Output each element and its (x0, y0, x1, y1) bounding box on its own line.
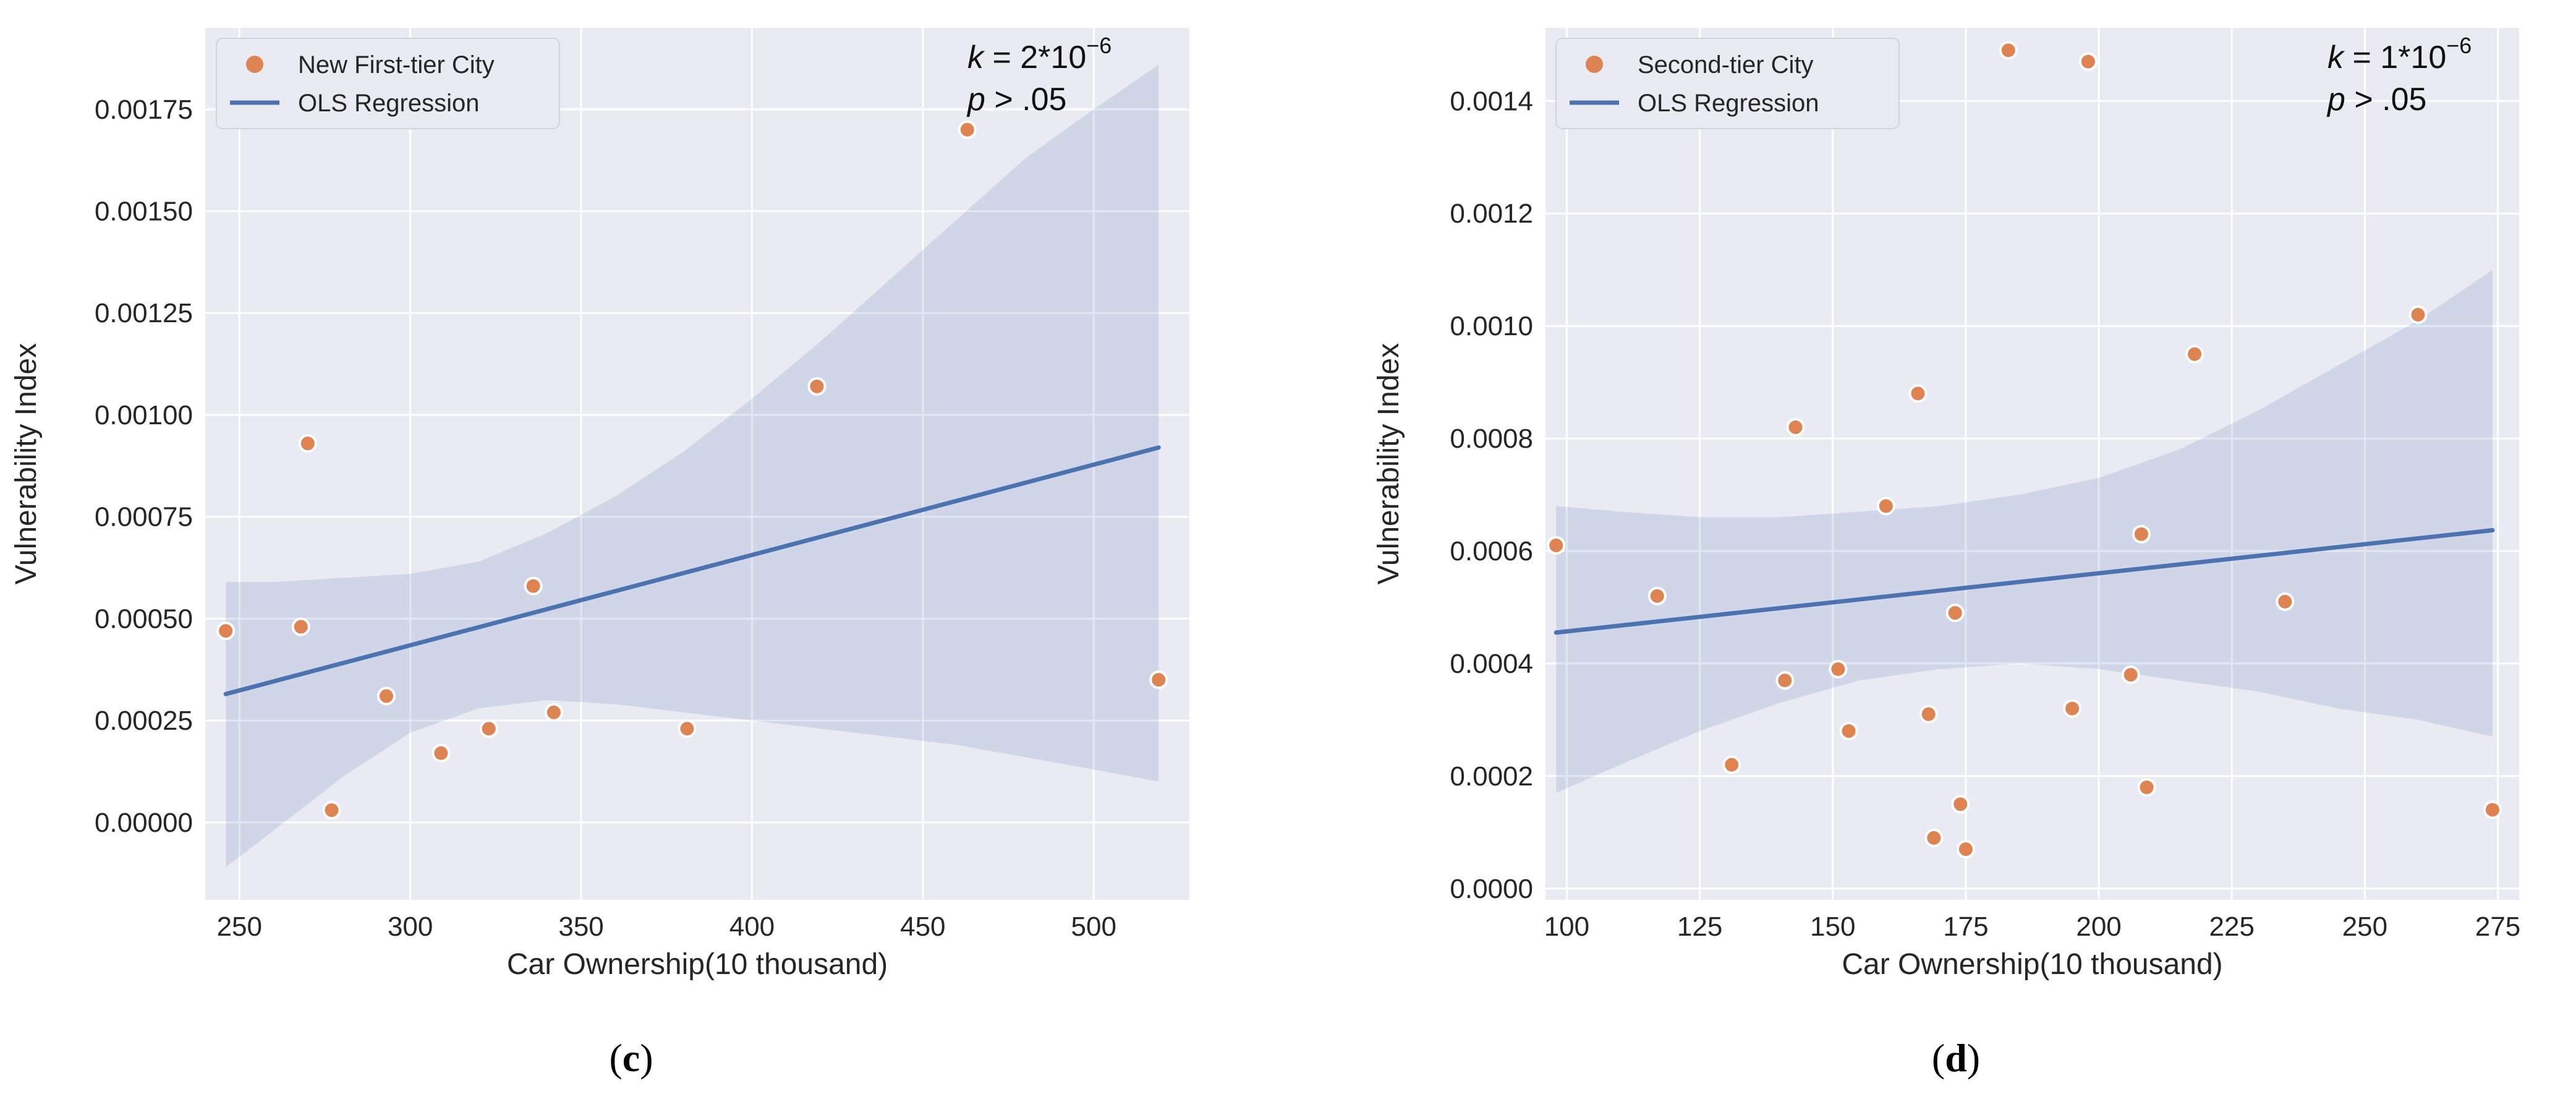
x-tick-label: 250 (217, 912, 262, 942)
data-point (2276, 592, 2295, 611)
y-tick-label: 0.00125 (95, 298, 193, 328)
x-tick-label: 200 (2076, 912, 2121, 942)
legend-marker-icon (1586, 56, 1603, 73)
y-axis-label: Vulnerability Index (10, 343, 43, 584)
legend-label: New First-tier City (298, 51, 495, 79)
data-point (216, 622, 236, 641)
x-tick-label: 225 (2209, 912, 2255, 942)
data-point (1647, 586, 1667, 605)
panel-label: (d) (1932, 1036, 1980, 1080)
plot-background (205, 28, 1189, 900)
x-axis-label: Car Ownership(10 thousand) (507, 948, 888, 981)
y-tick-label: 0.00175 (95, 95, 193, 125)
data-point (376, 686, 396, 706)
y-tick-label: 0.0012 (1450, 199, 1533, 229)
data-point (1829, 660, 1848, 679)
x-tick-label: 100 (1544, 912, 1589, 942)
data-point (1775, 671, 1795, 690)
y-tick-label: 0.00000 (95, 808, 193, 838)
legend: Second-tier City OLS Regression (1555, 38, 1900, 129)
panel-c: 250 300 350 400 450 500 0.00000 0.00025 0.00050 0… (10, 28, 1189, 1080)
y-tick-label: 0.0010 (1450, 311, 1533, 341)
regression-line (223, 445, 1161, 696)
y-tick-label: 0.0006 (1450, 536, 1533, 566)
regression-line (1554, 528, 2495, 635)
confidence-band (1556, 270, 2493, 793)
y-tick-label: 0.00075 (95, 502, 193, 532)
y-tick-label: 0.0008 (1450, 424, 1533, 454)
legend-label: OLS Regression (1638, 90, 1819, 117)
data-point (524, 576, 543, 596)
data-point (479, 719, 498, 738)
legend-box (216, 38, 560, 129)
data-point (1924, 828, 1944, 847)
legend-box (1555, 38, 1900, 129)
data-point (1951, 795, 1970, 814)
plot-background (1545, 28, 2519, 900)
slope-annotation: k = 2*10−6 (967, 33, 1112, 75)
x-tick-label: 125 (1677, 912, 1722, 942)
p-value-annotation: p > .05 (966, 82, 1066, 118)
p-value-annotation: p > .05 (2326, 82, 2426, 118)
y-tick-label: 0.0004 (1450, 649, 1533, 679)
data-point (1999, 41, 2018, 60)
y-tick-label: 0.00100 (95, 400, 193, 430)
data-point (1149, 670, 1168, 690)
data-point (291, 617, 310, 636)
data-point (1876, 497, 1895, 516)
x-tick-label: 300 (388, 912, 433, 942)
x-tick-label: 400 (729, 912, 775, 942)
x-tick-label: 450 (900, 912, 945, 942)
x-axis-label: Car Ownership(10 thousand) (1842, 948, 2222, 981)
data-point (1722, 755, 1741, 774)
x-tick-label: 175 (1943, 912, 1988, 942)
legend-label: Second-tier City (1638, 51, 1814, 79)
y-axis-label: Vulnerability Index (1372, 343, 1405, 584)
x-tick-label: 150 (1810, 912, 1855, 942)
data-point (2408, 305, 2428, 324)
data-point (1839, 722, 1858, 741)
data-point (678, 719, 697, 738)
slope-annotation: k = 1*10−6 (2327, 33, 2472, 75)
y-tick-label: 0.00050 (95, 604, 193, 634)
y-tick-label: 0.0000 (1450, 874, 1533, 904)
x-tick-label: 350 (558, 912, 603, 942)
x-tick-label: 250 (2342, 912, 2387, 942)
data-point (1547, 536, 1566, 555)
data-point (544, 703, 563, 722)
data-point (298, 434, 317, 453)
data-point (2137, 778, 2156, 797)
panel-d: 100 125 150 175 200 225 250 275 0.0000 0.0002 0.00… (1372, 28, 2520, 1080)
y-tick-label: 0.00025 (95, 706, 193, 736)
data-point (2483, 800, 2502, 819)
x-tick-label: 275 (2475, 912, 2520, 942)
data-point (1786, 417, 1805, 437)
legend-marker-icon (246, 56, 263, 73)
data-point (2185, 344, 2204, 364)
y-tick-label: 0.0014 (1450, 86, 1533, 116)
data-point (2132, 524, 2151, 544)
data-point (958, 120, 977, 139)
data-point (2121, 665, 2140, 685)
data-point (1919, 704, 1938, 724)
legend: New First-tier City OLS Regression (216, 38, 560, 129)
data-point (1908, 384, 1928, 403)
data-point (431, 743, 451, 763)
y-tick-label: 0.00150 (95, 196, 193, 226)
data-point (807, 377, 827, 396)
data-point (322, 801, 341, 820)
data-point (1956, 840, 1975, 859)
data-point (2078, 52, 2098, 71)
legend-label: OLS Regression (298, 90, 479, 117)
data-point (1945, 604, 1965, 623)
data-point (2063, 699, 2082, 718)
confidence-band (226, 64, 1159, 868)
y-tick-label: 0.0002 (1450, 761, 1533, 792)
panel-label: (c) (609, 1036, 653, 1080)
x-tick-label: 500 (1071, 912, 1116, 942)
